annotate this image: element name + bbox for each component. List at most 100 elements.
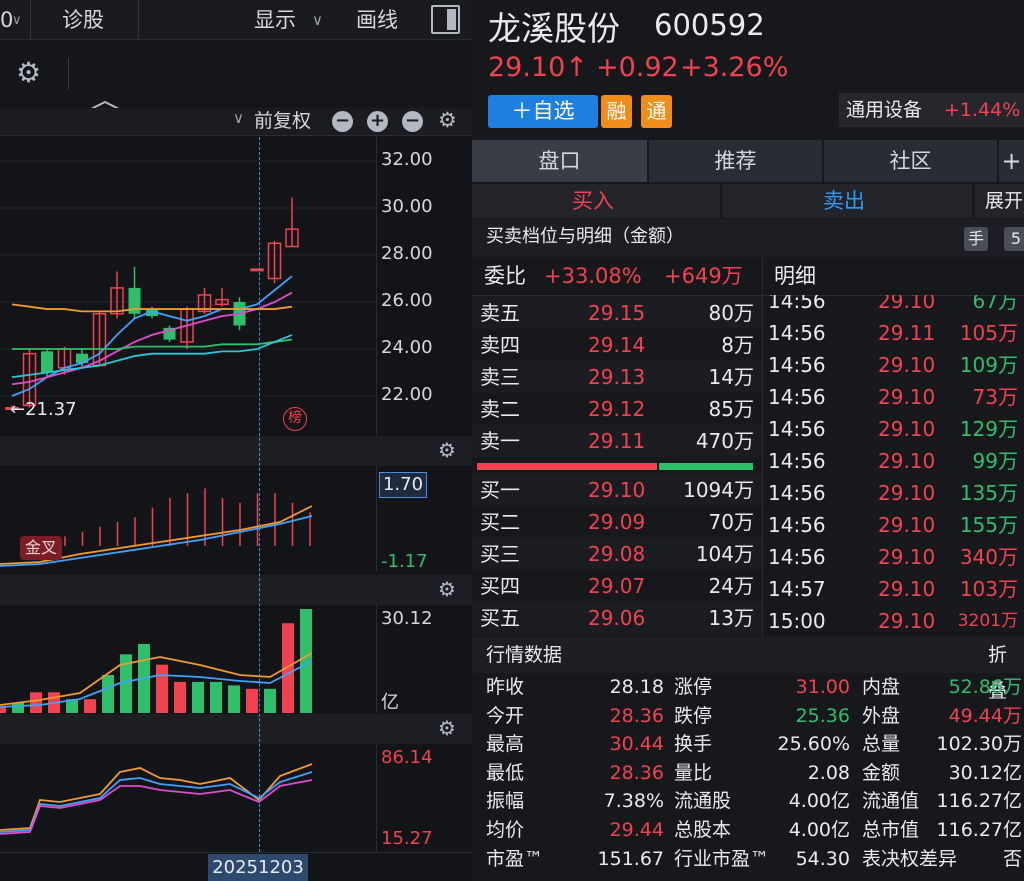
gear-icon[interactable]: ⚙: [438, 577, 456, 601]
bid-level-label: 买二: [480, 510, 520, 534]
ask-level-row[interactable]: 卖四 29.14 8万: [472, 329, 762, 361]
tab-orderbook[interactable]: 盘口: [472, 140, 647, 182]
tick-price: 29.11: [878, 321, 936, 345]
gear-icon[interactable]: ⚙: [438, 108, 457, 132]
bid-level-row[interactable]: 买二 29.09 70万: [472, 506, 762, 538]
kline-chart[interactable]: [0, 137, 376, 435]
ratio-amount: +649万: [664, 264, 743, 288]
fold-button[interactable]: 折叠: [988, 644, 1008, 702]
ask-level-row[interactable]: 卖一 29.11 470万: [472, 425, 762, 457]
connect-badge[interactable]: 通: [641, 95, 672, 128]
sell-button[interactable]: 卖出: [723, 184, 972, 218]
volume-bar: [66, 699, 78, 713]
level-toggle[interactable]: 5: [1004, 227, 1024, 251]
volume-bar: [228, 685, 240, 713]
list-badge[interactable]: 榜: [283, 407, 307, 431]
orderbook-title: 买卖档位与明细（金额）: [486, 226, 684, 247]
tick-time: 15:00: [768, 609, 826, 633]
y-tick-label: 22.00: [381, 384, 433, 405]
crosshair-date-label: 20251203: [208, 854, 308, 881]
ask-level-price: 29.15: [588, 301, 646, 325]
quote-label: 涨停: [674, 676, 713, 698]
margin-badge[interactable]: 融: [601, 95, 632, 128]
candle: [5, 407, 19, 410]
sector-chip[interactable]: 通用设备 +1.44%: [839, 93, 1024, 127]
quote-label: 振幅: [486, 790, 525, 813]
ask-level-row[interactable]: 卖五 29.15 80万: [472, 297, 762, 329]
tick-time: 14:56: [768, 417, 826, 441]
add-watchlist-button[interactable]: ＋自选: [488, 95, 598, 128]
quote-value: 28.36: [609, 761, 664, 784]
candle: [76, 353, 88, 364]
settings-gear-icon[interactable]: ⚙: [16, 56, 42, 89]
tick-row: 14:56 29.10 340万: [764, 541, 1024, 573]
bid-level-row[interactable]: 买五 29.06 13万: [472, 602, 762, 634]
tick-volume: 155万: [959, 513, 1018, 537]
period-selector-partial[interactable]: 0: [0, 8, 14, 32]
tick-price: 29.10: [878, 449, 936, 473]
ask-level-price: 29.11: [588, 429, 646, 453]
volume-bar: [0, 706, 6, 713]
minimize-icon[interactable]: −: [402, 111, 423, 132]
quote-label: 换手: [674, 733, 713, 756]
zoom-in-icon[interactable]: +: [367, 111, 388, 132]
bid-level-row[interactable]: 买四 29.07 24万: [472, 570, 762, 602]
volume-chart[interactable]: [0, 605, 376, 713]
indicator-chart[interactable]: [0, 744, 376, 852]
chevron-down-icon[interactable]: ∨: [312, 11, 323, 29]
quote-value: 102.30万: [936, 733, 1022, 756]
tick-volume: 129万: [959, 417, 1018, 441]
add-tab-icon[interactable]: +: [999, 140, 1024, 182]
quote-label: 总股本: [674, 819, 732, 841]
bid-level-row[interactable]: 买一 29.10 1094万: [472, 474, 762, 506]
quote-label: 流通值: [862, 790, 920, 813]
golden-cross-badge[interactable]: 金叉: [20, 536, 63, 560]
bid-level-row[interactable]: 买三 29.08 104万: [472, 538, 762, 570]
zoom-out-icon[interactable]: −: [332, 111, 353, 132]
buy-label: 买入: [572, 189, 614, 213]
quote-value: 4.00亿: [788, 819, 850, 841]
quote-value: 4.00亿: [788, 790, 850, 813]
price-adjust-selector[interactable]: 前复权: [254, 110, 312, 132]
chevron-down-icon[interactable]: ∨: [233, 109, 244, 127]
ask-level-label: 卖二: [480, 397, 520, 421]
chevron-down-icon[interactable]: ∨: [12, 13, 22, 28]
quote-label: 今开: [486, 704, 525, 727]
diagnose-button[interactable]: 诊股: [62, 8, 104, 32]
indicator-plot-area[interactable]: [0, 744, 376, 852]
volume-bar: [210, 681, 222, 713]
ask-level-row[interactable]: 卖二 29.12 85万: [472, 393, 762, 425]
tick-price: 29.10: [878, 385, 936, 409]
buy-button[interactable]: 买入: [472, 184, 720, 218]
quote-panel: 龙溪股份 600592 29.10↑ +0.92 +3.26% ＋自选 融 通 …: [472, 0, 1024, 881]
tab-recommend[interactable]: 推荐: [649, 140, 822, 182]
tick-volume: 340万: [959, 545, 1018, 569]
indicator-axis: 86.14 15.27: [376, 744, 472, 852]
tab-community[interactable]: 社区: [824, 140, 997, 182]
lot-toggle[interactable]: 手: [964, 227, 988, 251]
indicator-panel-header: ⚙: [0, 714, 472, 744]
volume-bar: [120, 654, 132, 713]
sell-ratio-bar: [659, 463, 753, 470]
volume-bar: [282, 623, 294, 713]
indicator-bottom-label: 15.27: [381, 828, 433, 849]
kline-plot-area[interactable]: [0, 137, 376, 435]
vol-ma5-line: [0, 652, 313, 706]
sell-label: 卖出: [823, 189, 865, 213]
gear-icon[interactable]: ⚙: [438, 438, 456, 462]
tick-volume: 3201万: [957, 611, 1018, 631]
draw-line-button[interactable]: 画线: [356, 8, 398, 32]
display-menu-button[interactable]: 显示: [254, 8, 296, 32]
bid-level-volume: 104万: [695, 542, 754, 566]
volume-plot-area[interactable]: [0, 605, 376, 713]
quote-value: 31.00: [795, 676, 850, 698]
quote-label: 昨收: [486, 676, 525, 698]
quote-value: 49.44万: [948, 704, 1022, 727]
ask-level-price: 29.14: [588, 333, 646, 357]
ask-level-row[interactable]: 卖三 29.13 14万: [472, 361, 762, 393]
panel-toggle-icon[interactable]: [431, 5, 460, 34]
expand-button[interactable]: 展开: [975, 184, 1024, 218]
gear-icon[interactable]: ⚙: [438, 716, 456, 740]
volume-bar: [246, 688, 258, 713]
tick-price: 29.10: [878, 353, 936, 377]
